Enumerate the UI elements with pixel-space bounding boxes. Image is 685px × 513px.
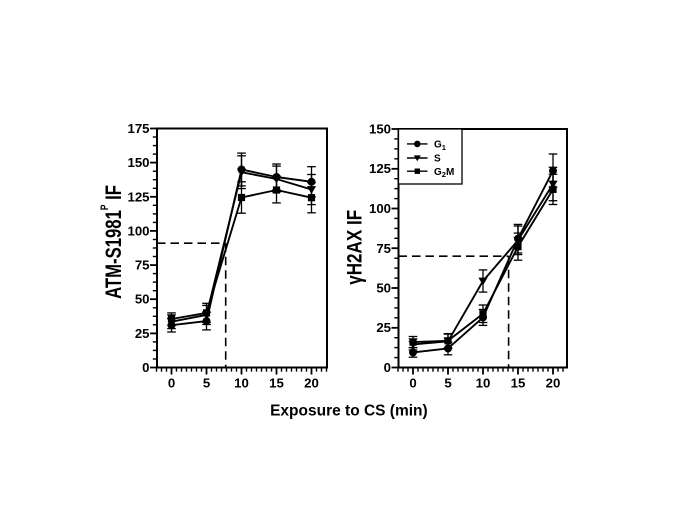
svg-text:5: 5 — [444, 376, 451, 391]
svg-text:G2M: G2M — [434, 167, 454, 179]
svg-text:175: 175 — [127, 121, 149, 136]
svg-text:γH2AX IF: γH2AX IF — [344, 210, 367, 285]
svg-text:10: 10 — [476, 376, 491, 391]
svg-text:125: 125 — [369, 161, 391, 176]
svg-text:10: 10 — [234, 376, 249, 391]
svg-text:75: 75 — [135, 258, 150, 273]
svg-text:Exposure to CS (min): Exposure to CS (min) — [270, 403, 428, 420]
svg-text:0: 0 — [168, 376, 175, 391]
svg-text:75: 75 — [376, 241, 391, 256]
svg-text:ATM-S1981P IF: ATM-S1981P IF — [99, 185, 127, 299]
svg-text:S: S — [434, 154, 441, 165]
svg-text:5: 5 — [203, 376, 210, 391]
svg-text:20: 20 — [546, 376, 561, 391]
svg-text:50: 50 — [376, 281, 391, 296]
svg-text:20: 20 — [304, 376, 319, 391]
svg-text:150: 150 — [369, 122, 391, 137]
svg-text:15: 15 — [511, 376, 526, 391]
svg-text:150: 150 — [127, 155, 149, 170]
svg-text:15: 15 — [269, 376, 284, 391]
svg-text:G1: G1 — [434, 140, 446, 152]
svg-text:0: 0 — [384, 360, 391, 375]
svg-text:125: 125 — [127, 189, 149, 204]
svg-text:25: 25 — [376, 320, 391, 335]
svg-text:0: 0 — [409, 376, 416, 391]
svg-text:100: 100 — [127, 223, 149, 238]
svg-text:25: 25 — [135, 326, 150, 341]
svg-text:100: 100 — [369, 201, 391, 216]
svg-text:0: 0 — [142, 360, 149, 375]
svg-text:50: 50 — [135, 292, 150, 307]
